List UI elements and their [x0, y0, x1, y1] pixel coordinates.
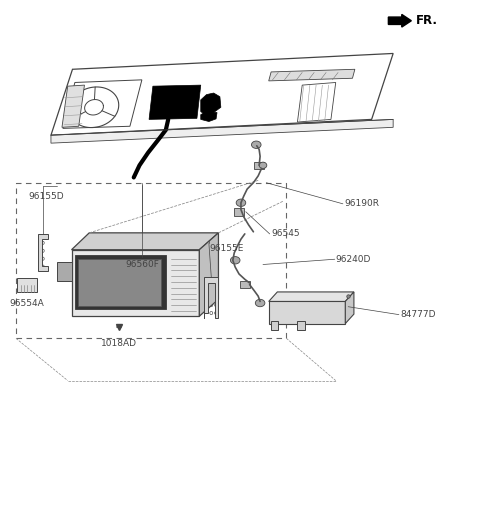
Circle shape	[215, 304, 217, 307]
Circle shape	[75, 256, 80, 261]
Ellipse shape	[255, 299, 265, 307]
Circle shape	[304, 308, 311, 316]
Polygon shape	[51, 120, 393, 143]
Ellipse shape	[126, 106, 132, 112]
Text: 96155D: 96155D	[28, 191, 64, 200]
Text: FR.: FR.	[416, 14, 438, 27]
Circle shape	[215, 312, 217, 315]
Text: 96240D: 96240D	[336, 255, 371, 264]
Polygon shape	[298, 83, 336, 122]
Polygon shape	[199, 233, 218, 316]
Text: 96190R: 96190R	[344, 199, 379, 208]
Polygon shape	[204, 277, 218, 318]
Polygon shape	[37, 234, 48, 271]
Bar	[254, 161, 264, 169]
Circle shape	[75, 304, 80, 309]
Circle shape	[210, 296, 213, 299]
Bar	[202, 263, 207, 268]
Polygon shape	[298, 322, 305, 331]
Circle shape	[210, 304, 213, 307]
Text: 1018AD: 1018AD	[101, 340, 137, 349]
Text: 84777D: 84777D	[400, 310, 436, 319]
Polygon shape	[269, 292, 354, 302]
Bar	[16, 183, 287, 339]
Circle shape	[215, 288, 217, 291]
Polygon shape	[345, 292, 354, 324]
Polygon shape	[201, 112, 217, 122]
Circle shape	[280, 308, 287, 316]
Ellipse shape	[134, 106, 141, 112]
Polygon shape	[63, 80, 142, 129]
Bar	[234, 208, 244, 215]
Polygon shape	[201, 93, 221, 114]
Bar	[202, 273, 207, 277]
Bar	[202, 282, 207, 287]
Circle shape	[41, 265, 44, 268]
Ellipse shape	[252, 141, 261, 149]
Polygon shape	[51, 53, 393, 135]
Polygon shape	[75, 255, 166, 309]
Circle shape	[41, 249, 44, 252]
Circle shape	[161, 256, 166, 261]
Circle shape	[327, 308, 334, 316]
Text: 96155E: 96155E	[209, 244, 243, 253]
Bar	[202, 292, 207, 296]
Ellipse shape	[259, 162, 267, 168]
Ellipse shape	[230, 257, 240, 264]
Polygon shape	[72, 250, 199, 316]
Circle shape	[41, 241, 44, 244]
Text: 96554A: 96554A	[10, 299, 44, 308]
Circle shape	[161, 304, 166, 309]
Circle shape	[41, 257, 44, 260]
Polygon shape	[269, 69, 355, 81]
Text: 96560F: 96560F	[125, 260, 159, 269]
FancyArrow shape	[388, 14, 411, 27]
Circle shape	[210, 288, 213, 291]
Ellipse shape	[236, 199, 246, 206]
Bar	[240, 281, 250, 288]
Circle shape	[210, 312, 213, 315]
Polygon shape	[17, 278, 36, 292]
Polygon shape	[72, 233, 218, 250]
Text: 96545: 96545	[271, 230, 300, 239]
Polygon shape	[78, 259, 161, 306]
Polygon shape	[149, 85, 201, 120]
Polygon shape	[271, 322, 278, 331]
Circle shape	[215, 296, 217, 299]
Polygon shape	[62, 85, 84, 127]
Ellipse shape	[143, 106, 150, 112]
Polygon shape	[269, 302, 345, 324]
Polygon shape	[57, 262, 72, 281]
